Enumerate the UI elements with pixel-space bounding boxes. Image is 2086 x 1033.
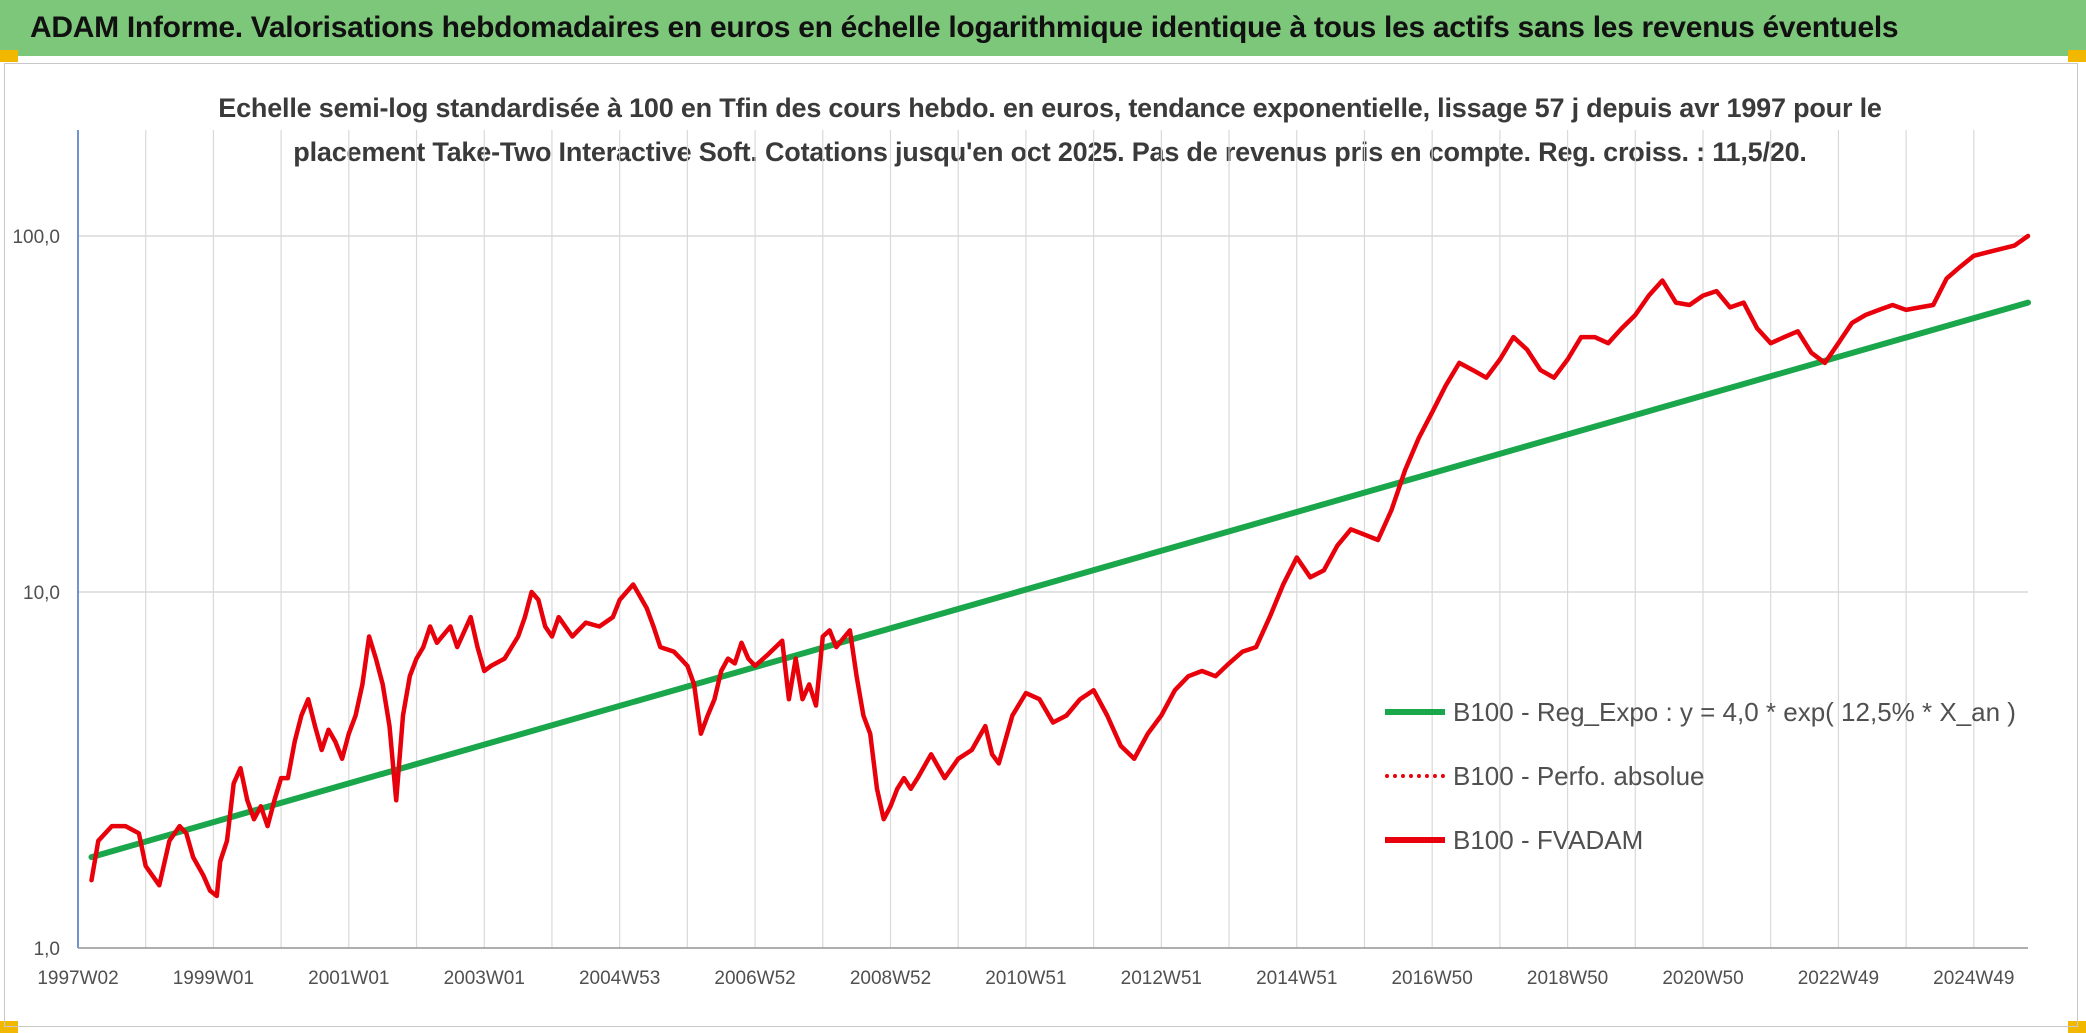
report-banner: ADAM Informe. Valorisations hebdomadaire… <box>0 0 2086 56</box>
y-tick-label: 1,0 <box>34 939 60 960</box>
chart-title-line2: placement Take-Two Interactive Soft. Cot… <box>293 137 1807 167</box>
x-tick-label: 1997W02 <box>37 968 118 989</box>
x-tick-label: 1999W01 <box>173 968 254 989</box>
chart-title-line1: Echelle semi-log standardisée à 100 en T… <box>218 93 1882 123</box>
corner-marker-br <box>2068 1021 2086 1033</box>
chart-frame <box>4 63 2078 1027</box>
y-tick-label: 100,0 <box>12 227 60 248</box>
tick-labels: 1,0 10,0 100,0 1997W02 1999W01 2001W01 2003W01… <box>12 227 2014 989</box>
x-tick-label: 2001W01 <box>308 968 389 989</box>
legend-label-fvadam: B100 - FVADAM <box>1453 824 1644 855</box>
legend-item-perfo: B100 - Perfo. absolue <box>1385 744 2016 808</box>
x-tick-label: 2006W52 <box>714 968 795 989</box>
x-tick-label: 2018W50 <box>1527 968 1608 989</box>
x-tick-label: 2003W01 <box>444 968 525 989</box>
series-lines <box>88 233 2031 899</box>
x-tick-label: 2008W52 <box>850 968 931 989</box>
x-tick-label: 2016W50 <box>1391 968 1472 989</box>
y-tick-label: 10,0 <box>23 583 60 604</box>
grid-lines <box>77 130 2028 949</box>
x-tick-label: 2014W51 <box>1256 968 1337 989</box>
legend-swatch-perfo <box>1385 774 1445 778</box>
legend-swatch-regression <box>1385 709 1445 715</box>
x-tick-label: 2022W49 <box>1798 968 1879 989</box>
legend-label-regression: B100 - Reg_Expo : y = 4,0 * exp( 12,5% *… <box>1453 696 2016 727</box>
legend-item-fvadam: B100 - FVADAM <box>1385 808 2016 872</box>
corner-marker-tl <box>0 50 18 62</box>
x-tick-label: 2024W49 <box>1933 968 2014 989</box>
series-fvadam-line <box>89 233 2031 899</box>
legend-swatch-fvadam <box>1385 837 1445 843</box>
chart-title: Echelle semi-log standardisée à 100 en T… <box>200 86 1900 174</box>
report-title: ADAM Informe. Valorisations hebdomadaire… <box>30 11 1899 44</box>
axes <box>77 130 2028 949</box>
x-tick-label: 2012W51 <box>1121 968 1202 989</box>
x-tick-label: 2010W51 <box>985 968 1066 989</box>
legend-label-perfo: B100 - Perfo. absolue <box>1453 760 1705 791</box>
x-tick-label: 2004W53 <box>579 968 660 989</box>
x-tick-label: 2020W50 <box>1662 968 1743 989</box>
legend-item-regression: B100 - Reg_Expo : y = 4,0 * exp( 12,5% *… <box>1385 680 2016 744</box>
series-regression-line <box>88 299 2031 861</box>
legend: B100 - Reg_Expo : y = 4,0 * exp( 12,5% *… <box>1385 680 2016 872</box>
corner-marker-tr <box>2068 50 2086 62</box>
